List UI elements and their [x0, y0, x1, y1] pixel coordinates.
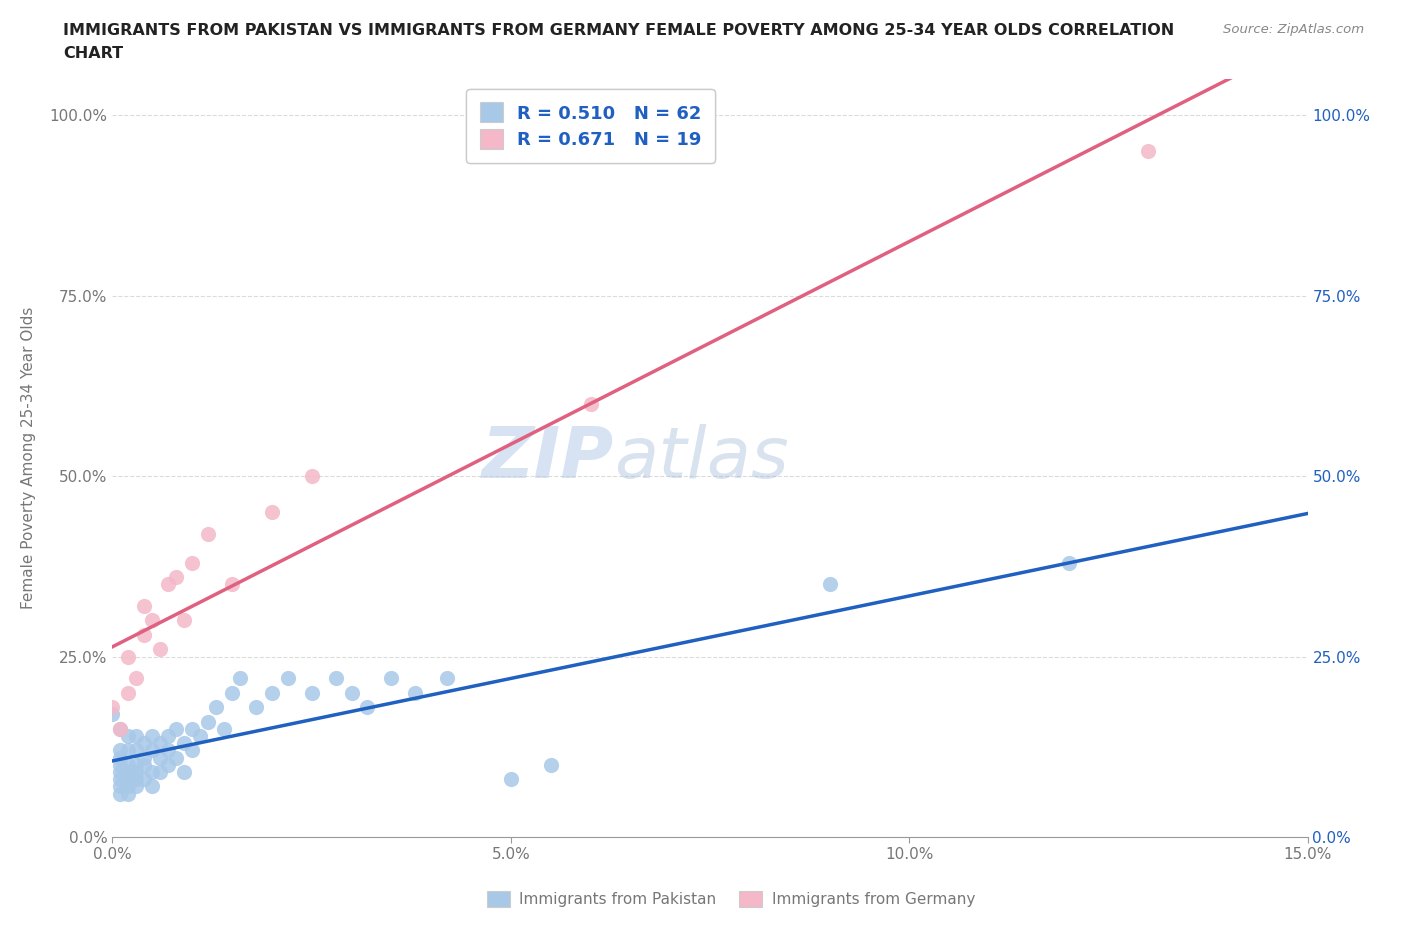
Point	[277, 671, 299, 685]
Point	[101, 707, 124, 722]
Point	[1137, 144, 1160, 159]
Point	[245, 699, 267, 714]
Point	[1057, 555, 1080, 570]
Text: Source: ZipAtlas.com: Source: ZipAtlas.com	[1223, 23, 1364, 36]
Point	[110, 743, 132, 758]
Point	[125, 757, 148, 772]
Point	[110, 751, 132, 765]
Point	[125, 728, 148, 743]
Point	[260, 685, 283, 700]
Point	[117, 685, 139, 700]
Point	[325, 671, 347, 685]
Point	[173, 736, 195, 751]
Point	[173, 613, 195, 628]
Point	[141, 779, 163, 794]
Point	[117, 779, 139, 794]
Point	[579, 396, 602, 411]
Point	[197, 526, 219, 541]
Point	[149, 642, 172, 657]
Point	[110, 722, 132, 737]
Point	[181, 722, 204, 737]
Point	[117, 728, 139, 743]
Point	[221, 577, 243, 591]
Point	[110, 764, 132, 779]
Point	[134, 751, 156, 765]
Y-axis label: Female Poverty Among 25-34 Year Olds: Female Poverty Among 25-34 Year Olds	[21, 307, 35, 609]
Point	[157, 728, 180, 743]
Point	[134, 736, 156, 751]
Point	[110, 772, 132, 787]
Text: ZIP: ZIP	[482, 423, 614, 493]
Point	[149, 764, 172, 779]
Point	[141, 613, 163, 628]
Point	[301, 685, 323, 700]
Point	[188, 728, 211, 743]
Point	[134, 772, 156, 787]
Point	[125, 743, 148, 758]
Point	[340, 685, 363, 700]
Point	[117, 757, 139, 772]
Point	[101, 699, 124, 714]
Point	[540, 757, 562, 772]
Point	[149, 751, 172, 765]
Point	[173, 764, 195, 779]
Point	[165, 722, 187, 737]
Point	[197, 714, 219, 729]
Point	[117, 743, 139, 758]
Point	[134, 599, 156, 614]
Point	[157, 757, 180, 772]
Point	[260, 505, 283, 520]
Point	[436, 671, 458, 685]
Point	[356, 699, 378, 714]
Point	[165, 570, 187, 585]
Point	[117, 649, 139, 664]
Point	[125, 764, 148, 779]
Point	[212, 722, 235, 737]
Legend: Immigrants from Pakistan, Immigrants from Germany: Immigrants from Pakistan, Immigrants fro…	[481, 884, 981, 913]
Point	[141, 728, 163, 743]
Point	[165, 751, 187, 765]
Point	[181, 743, 204, 758]
Point	[110, 722, 132, 737]
Point	[229, 671, 252, 685]
Point	[110, 786, 132, 801]
Point	[157, 577, 180, 591]
Point	[404, 685, 426, 700]
Point	[134, 757, 156, 772]
Point	[117, 772, 139, 787]
Point	[125, 671, 148, 685]
Point	[125, 772, 148, 787]
Point	[110, 779, 132, 794]
Point	[157, 743, 180, 758]
Point	[134, 628, 156, 643]
Point	[125, 779, 148, 794]
Point	[117, 764, 139, 779]
Text: IMMIGRANTS FROM PAKISTAN VS IMMIGRANTS FROM GERMANY FEMALE POVERTY AMONG 25-34 Y: IMMIGRANTS FROM PAKISTAN VS IMMIGRANTS F…	[63, 23, 1174, 38]
Legend: R = 0.510   N = 62, R = 0.671   N = 19: R = 0.510 N = 62, R = 0.671 N = 19	[467, 88, 714, 163]
Point	[221, 685, 243, 700]
Point	[141, 743, 163, 758]
Point	[110, 757, 132, 772]
Point	[380, 671, 402, 685]
Point	[181, 555, 204, 570]
Point	[499, 772, 522, 787]
Text: atlas: atlas	[614, 423, 789, 493]
Point	[205, 699, 228, 714]
Point	[141, 764, 163, 779]
Point	[149, 736, 172, 751]
Point	[818, 577, 841, 591]
Point	[301, 469, 323, 484]
Point	[117, 786, 139, 801]
Text: CHART: CHART	[63, 46, 124, 61]
